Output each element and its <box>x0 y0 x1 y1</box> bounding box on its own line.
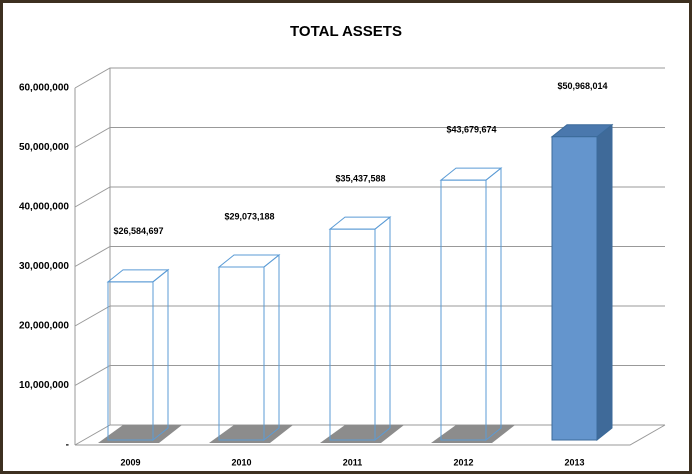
bar-shadow <box>431 425 515 443</box>
value-label: $26,584,697 <box>113 226 163 236</box>
grid-line <box>74 305 665 327</box>
bar <box>106 268 170 442</box>
chart-title: TOTAL ASSETS <box>290 23 402 40</box>
bar-front <box>107 281 154 441</box>
x-tick-label: 2011 <box>343 457 363 467</box>
bar-shadow <box>209 425 293 443</box>
bar-front <box>218 266 265 441</box>
x-tick-label: 2012 <box>453 457 473 467</box>
y-tick-label: 30,000,000 <box>19 261 69 272</box>
value-label: $35,437,588 <box>335 174 385 184</box>
x-tick-label: 2009 <box>120 457 140 467</box>
bar-front <box>440 179 487 441</box>
y-tick-label: 40,000,000 <box>19 202 69 213</box>
bar-side <box>596 123 613 442</box>
grid-line <box>74 246 665 267</box>
value-label: $43,679,674 <box>446 124 496 134</box>
bar <box>550 123 614 442</box>
floor <box>75 424 666 446</box>
grid-line <box>74 67 665 89</box>
grid-line <box>74 365 665 386</box>
bar-shadow <box>98 425 182 443</box>
y-tick-label: 60,000,000 <box>19 83 69 94</box>
bar <box>217 253 281 442</box>
bar <box>439 167 503 442</box>
value-label: $29,073,188 <box>224 211 274 221</box>
y-tick-label: 10,000,000 <box>19 380 69 391</box>
bar-shadow <box>320 425 404 443</box>
value-label: $50,968,014 <box>557 81 607 91</box>
y-tick-label: 50,000,000 <box>19 142 69 153</box>
x-tick-label: 2013 <box>564 457 584 467</box>
bar <box>328 216 392 442</box>
y-tick-label: - <box>66 440 69 451</box>
bar-front <box>329 228 376 441</box>
x-tick-label: 2010 <box>231 457 251 467</box>
bar-front <box>551 136 598 441</box>
grid-line <box>74 186 665 208</box>
y-tick-label: 20,000,000 <box>19 321 69 332</box>
grid-line <box>74 127 665 148</box>
